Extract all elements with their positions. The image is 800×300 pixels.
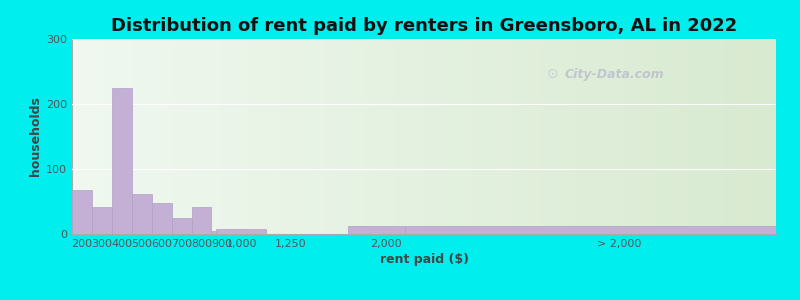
Bar	[172, 218, 191, 234]
Bar	[92, 207, 112, 234]
Title: Distribution of rent paid by renters in Greensboro, AL in 2022: Distribution of rent paid by renters in …	[111, 17, 737, 35]
Bar	[217, 229, 266, 234]
Bar	[348, 226, 405, 234]
X-axis label: rent paid ($): rent paid ($)	[379, 253, 469, 266]
Text: City-Data.com: City-Data.com	[565, 68, 665, 81]
Bar	[112, 88, 132, 234]
Bar	[72, 190, 92, 234]
Bar	[211, 231, 231, 234]
Bar	[406, 226, 800, 234]
Text: ⊙: ⊙	[547, 67, 559, 81]
Bar	[191, 207, 211, 234]
Y-axis label: households: households	[29, 97, 42, 176]
Bar	[132, 194, 152, 234]
Bar	[152, 203, 172, 234]
